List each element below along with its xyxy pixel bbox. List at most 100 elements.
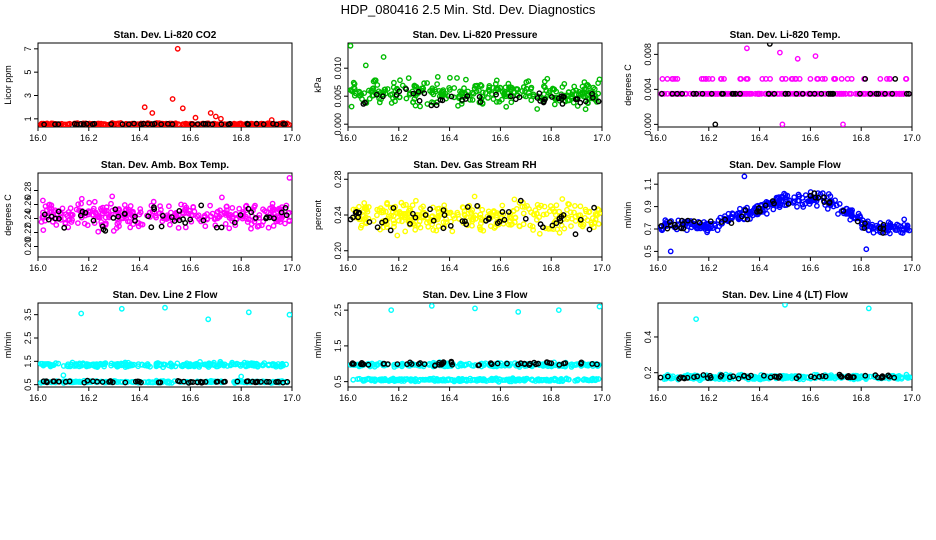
data-point xyxy=(397,77,403,84)
data-point xyxy=(836,371,843,378)
data-point xyxy=(509,221,515,228)
data-point xyxy=(499,208,506,215)
data-point xyxy=(227,362,234,369)
data-point xyxy=(55,378,62,385)
data-point xyxy=(119,379,126,385)
data-point xyxy=(484,95,491,101)
data-point xyxy=(144,121,151,127)
data-point xyxy=(280,362,286,369)
data-point xyxy=(708,90,715,97)
data-point xyxy=(226,120,233,127)
data-point xyxy=(863,246,870,253)
data-point xyxy=(379,93,386,100)
data-point xyxy=(886,373,893,380)
data-point xyxy=(730,373,737,380)
data-point xyxy=(391,220,397,227)
figure-title: HDP_080416 2.5 Min. Std. Dev. Diagnostic… xyxy=(340,2,596,17)
data-point xyxy=(169,96,176,102)
chart-panel-1: Stan. Dev. Li-820 CO2 Licor ppm 16.0 16.2 16… xyxy=(3,30,301,143)
data-point xyxy=(198,202,205,209)
data-point xyxy=(503,376,510,383)
data-point xyxy=(100,226,107,233)
data-point xyxy=(99,379,106,385)
data-point xyxy=(91,198,98,205)
data-point xyxy=(266,378,272,385)
data-point xyxy=(141,362,148,369)
x-tick-label: 16.2 xyxy=(700,133,718,143)
data-point xyxy=(429,85,436,92)
data-points xyxy=(38,304,292,386)
data-point xyxy=(889,90,896,97)
data-point xyxy=(559,101,566,107)
data-point xyxy=(696,219,703,226)
data-point xyxy=(387,227,394,234)
data-point xyxy=(240,212,247,219)
data-point xyxy=(189,121,195,127)
y-tick-label: 0.2 xyxy=(643,366,653,379)
data-point xyxy=(496,218,503,225)
data-point xyxy=(445,377,451,384)
data-point xyxy=(538,202,544,209)
data-point xyxy=(244,120,251,127)
data-point xyxy=(847,374,854,381)
data-point xyxy=(108,200,114,207)
data-point xyxy=(763,198,770,205)
data-point xyxy=(410,99,417,106)
data-point xyxy=(60,372,67,379)
y-tick-label: 0.28 xyxy=(333,170,343,188)
data-point xyxy=(376,99,383,106)
y-tick-label: 0.008 xyxy=(643,43,653,66)
data-point xyxy=(744,45,750,52)
data-point xyxy=(434,81,440,88)
chart-panel-7: Stan. Dev. Line 2 Flow ml/min 16.0 16.2 16.4… xyxy=(3,290,301,403)
data-point xyxy=(440,225,447,232)
data-point xyxy=(721,76,727,82)
data-point xyxy=(720,90,726,97)
data-point xyxy=(273,121,280,127)
data-point xyxy=(854,218,861,225)
data-point xyxy=(703,76,709,82)
data-point xyxy=(472,215,479,222)
data-point xyxy=(744,216,751,223)
plot-frame xyxy=(37,42,293,128)
data-point xyxy=(877,76,884,82)
data-point xyxy=(544,75,551,82)
panel-title: Stan. Dev. Amb. Box Temp. xyxy=(101,160,229,171)
data-point xyxy=(421,90,428,97)
data-point xyxy=(446,74,453,81)
data-point xyxy=(559,196,566,202)
data-point xyxy=(364,376,370,383)
chart-panel-6: Stan. Dev. Sample Flow ml/min 16.0 16.2 16.4… xyxy=(623,160,921,273)
data-point xyxy=(904,374,911,381)
data-point xyxy=(121,202,128,208)
data-point xyxy=(577,203,584,210)
y-tick-label: 0.000 xyxy=(643,113,653,136)
data-point xyxy=(885,219,892,226)
data-point xyxy=(90,217,97,224)
data-point xyxy=(75,201,82,208)
data-point xyxy=(461,218,468,225)
data-point xyxy=(816,373,823,380)
data-point xyxy=(41,211,48,218)
data-point xyxy=(217,115,224,122)
x-tick-label: 16.8 xyxy=(542,393,560,403)
x-tick-label: 16.8 xyxy=(542,263,560,273)
plot-frame xyxy=(657,42,913,128)
data-point xyxy=(530,377,536,384)
x-tick-label: 16.0 xyxy=(339,393,357,403)
data-point xyxy=(844,374,851,381)
data-point xyxy=(403,95,410,102)
data-point xyxy=(263,378,270,385)
data-point xyxy=(168,214,175,221)
data-point xyxy=(679,217,685,224)
data-point xyxy=(481,376,487,383)
panel-title: Stan. Dev. Line 2 Flow xyxy=(113,290,218,301)
data-point xyxy=(667,248,674,255)
data-point xyxy=(526,206,532,212)
data-point xyxy=(763,210,770,217)
data-point xyxy=(361,216,367,223)
data-point xyxy=(505,208,512,215)
data-point xyxy=(351,85,358,92)
data-point xyxy=(362,206,369,212)
data-point xyxy=(476,94,483,100)
